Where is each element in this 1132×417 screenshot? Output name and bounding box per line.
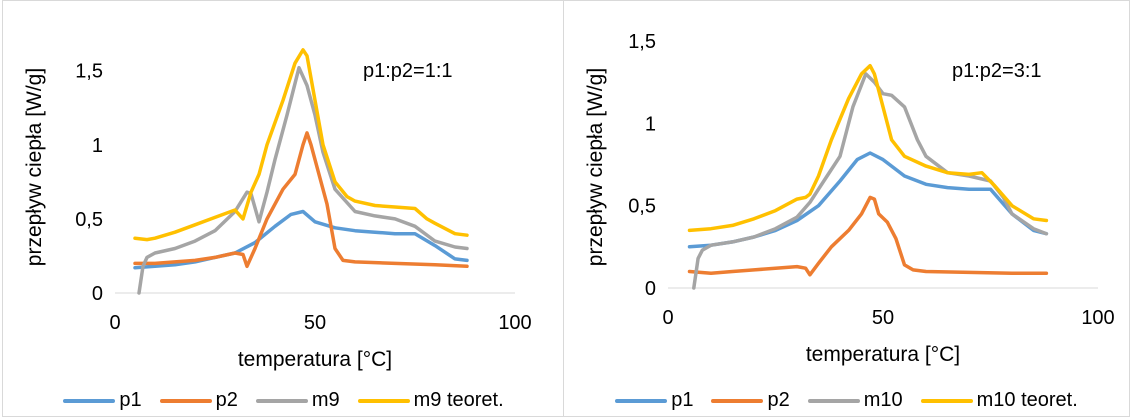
legend-item: m10 [807, 389, 903, 412]
y-axis-title: przepływ ciepła [W/g] [584, 68, 607, 266]
legend-label: m10 teoret. [976, 389, 1078, 411]
legend-item: m9 [255, 389, 340, 412]
legend-item: m10 teoret. [920, 389, 1078, 412]
y-tick-label: 1 [645, 113, 656, 135]
legend-label: p1 [119, 389, 142, 411]
legend-swatch [615, 398, 668, 403]
y-axis-title: przepływ ciepła [W/g] [23, 68, 46, 266]
y-tick-label: 1,5 [628, 31, 656, 53]
y-tick-label: 1 [92, 135, 103, 157]
chart-right: 0 0,5 1 1,5 0 50 100 temperatura [°C] przepływ c… [584, 31, 1115, 366]
x-tick-label: 100 [1081, 307, 1114, 329]
ratio-annotation: p1:p2=3:1 [952, 60, 1042, 82]
x-tick-label: 50 [304, 312, 326, 334]
series-line-p2 [133, 131, 469, 269]
legend-label: m9 teoret. [413, 389, 504, 411]
legend-right: p1 p2 m10 m10 teoret. [564, 389, 1129, 412]
series-line-m10-teoret [687, 63, 1049, 233]
legend-swatch [711, 398, 764, 403]
legend-left: p1 p2 m9 m9 teoret. [3, 389, 564, 412]
series-line-m9 [137, 65, 469, 295]
legend-swatch [159, 398, 212, 403]
ratio-annotation: p1:p2=1:1 [363, 60, 453, 82]
series-line-m9-teoret [133, 48, 469, 242]
legend-swatch [63, 398, 116, 403]
y-tick-label: 0,5 [75, 209, 103, 231]
x-tick-label: 100 [498, 312, 531, 334]
y-tick-label: 0 [92, 283, 103, 305]
legend-swatch [920, 398, 973, 403]
legend-swatch [255, 398, 308, 403]
chart-left: 0 0,5 1 1,5 0 50 100 temperatura [°C] przepływ c… [23, 48, 532, 371]
legend-swatch [807, 398, 860, 403]
chart-panel-left: 0 0,5 1 1,5 0 50 100 temperatura [°C] przepływ c… [2, 0, 565, 417]
series-line-p1 [133, 209, 469, 270]
y-tick-label: 0 [645, 278, 656, 300]
legend-label: p2 [215, 389, 238, 411]
x-axis-title: temperatura [°C] [238, 348, 392, 371]
legend-item: p2 [711, 389, 790, 412]
chart-panel-right: 0 0,5 1 1,5 0 50 100 temperatura [°C] przepływ c… [563, 0, 1130, 417]
x-axis-title: temperatura [°C] [806, 343, 960, 366]
y-tick-label: 1,5 [75, 61, 103, 83]
legend-item: p1 [63, 389, 142, 412]
series-line-p2 [687, 195, 1049, 277]
x-tick-label: 0 [109, 312, 120, 334]
legend-item: p2 [159, 389, 238, 412]
x-tick-label: 50 [872, 307, 894, 329]
legend-item: p1 [615, 389, 693, 412]
legend-label: p1 [671, 389, 694, 411]
legend-label: m10 [863, 389, 903, 411]
series-line-m10 [692, 72, 1049, 290]
legend-item: m9 teoret. [357, 389, 504, 412]
y-tick-label: 0,5 [628, 196, 656, 218]
legend-label: m9 [311, 389, 340, 411]
legend-swatch [357, 398, 410, 403]
x-tick-label: 0 [662, 307, 673, 329]
legend-label: p2 [767, 389, 790, 411]
